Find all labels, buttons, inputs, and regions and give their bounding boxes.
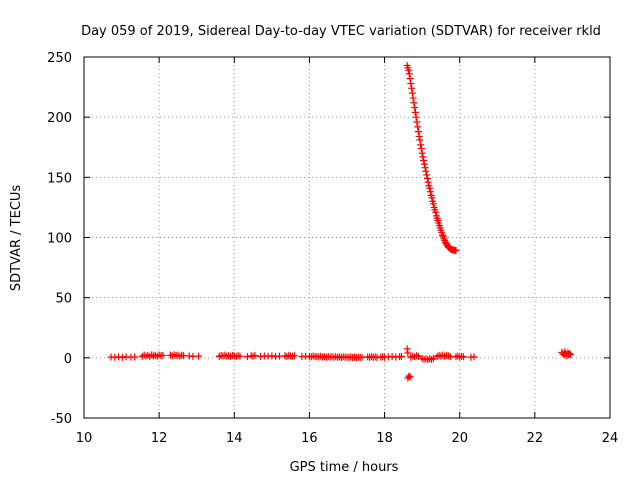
data-point [426,188,434,196]
data-point [408,89,416,97]
data-point [432,208,440,216]
data-point [405,66,413,74]
data-point [414,128,422,136]
data-point [406,75,414,83]
data-point [412,113,420,121]
data-point [422,167,430,175]
data-point [409,94,417,102]
data-point [408,84,416,92]
data-point [414,352,422,360]
data-point [195,352,203,360]
data-point [403,345,411,353]
data-point [428,194,436,202]
data-point [415,132,423,140]
y-tick-label: 100 [47,232,72,247]
y-tick-label: 250 [47,51,72,66]
x-tick-label: 22 [527,431,544,446]
data-point [470,353,478,361]
data-point [423,175,431,183]
data-point [567,351,575,359]
data-point [452,246,460,254]
data-point [423,171,431,179]
data-point [411,104,419,112]
data-point [236,352,244,360]
data-point [131,353,139,361]
data-point [438,231,446,239]
data-points [107,61,575,382]
data-point [419,153,427,161]
data-point [429,354,437,362]
x-tick-label: 18 [376,431,393,446]
plot-frame [83,56,611,419]
data-point [417,144,425,152]
data-point [388,353,396,361]
data-point [404,349,412,357]
x-tick-label: 16 [301,431,318,446]
data-point [159,351,167,359]
x-tick-label: 12 [151,431,168,446]
x-tick-label: 10 [76,431,93,446]
x-axis-label: GPS time / hours [290,460,399,475]
y-tick-label: 50 [55,292,72,307]
data-point [565,350,573,358]
data-point [413,118,421,126]
y-tick-label: 150 [47,171,72,186]
data-point [424,178,432,186]
data-point [251,351,259,359]
data-point [118,353,126,361]
data-point [426,184,434,192]
data-point [429,200,437,208]
grid-lines [84,57,610,418]
x-tick-label: 24 [602,431,619,446]
y-tick-label: 200 [47,111,72,126]
y-axis-label: SDTVAR / TECUs [9,185,24,292]
data-point [397,352,405,360]
data-point [418,149,426,157]
x-tick-label: 14 [226,431,243,446]
data-point [411,108,419,116]
data-point [410,99,418,107]
data-point [405,70,413,78]
data-point [290,352,298,360]
data-point [407,79,415,87]
y-tick-label: 0 [64,352,72,367]
axis-ticks: 10 12 14 16 18 20 22 24 -50 0 50 100 150 200 250 [47,51,618,446]
data-point [561,348,569,356]
data-point [420,156,428,164]
y-tick-label: -50 [51,412,72,427]
data-point [421,164,429,172]
data-point [406,373,414,381]
x-tick-label: 20 [451,431,468,446]
chart-title: Day 059 of 2019, Sidereal Day-to-day VTE… [81,24,601,39]
data-point [414,123,422,131]
data-point [420,160,428,168]
data-point [459,353,467,361]
data-point [417,141,425,149]
data-point [416,136,424,144]
